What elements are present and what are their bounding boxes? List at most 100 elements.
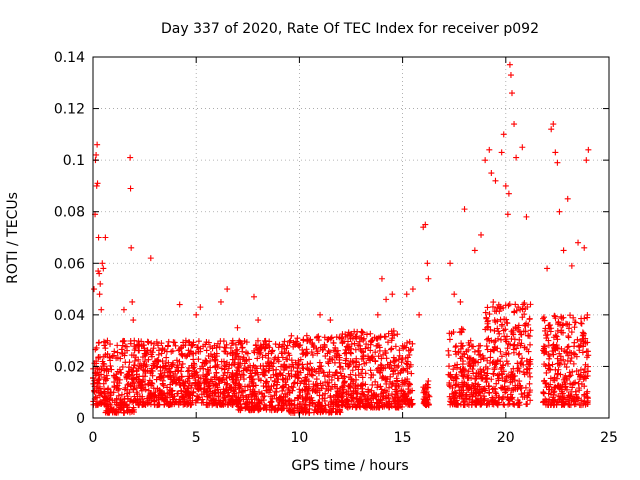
data-point — [287, 337, 294, 344]
data-point — [470, 370, 477, 377]
data-point — [483, 402, 490, 409]
y-tick-label: 0.12 — [54, 102, 85, 118]
data-point — [113, 408, 120, 415]
data-point — [96, 339, 103, 346]
data-point — [254, 347, 261, 354]
data-point — [496, 330, 503, 337]
data-point — [279, 376, 286, 383]
data-point — [305, 378, 312, 385]
data-point — [322, 408, 329, 415]
data-point — [313, 408, 320, 415]
data-point — [96, 392, 103, 399]
data-point — [484, 304, 491, 311]
data-point — [118, 391, 125, 398]
data-point — [179, 352, 186, 359]
data-point — [453, 381, 460, 388]
data-point — [333, 369, 340, 376]
data-point — [573, 368, 580, 375]
data-point — [368, 387, 375, 394]
data-point — [125, 380, 132, 387]
data-point — [570, 314, 577, 321]
data-point — [578, 320, 585, 327]
data-point — [552, 332, 559, 339]
data-point — [508, 90, 515, 97]
data-point — [579, 329, 586, 336]
data-point — [395, 362, 402, 369]
data-point — [382, 333, 389, 340]
data-point — [392, 343, 399, 350]
data-point — [486, 382, 493, 389]
y-tick-label: 0.08 — [54, 205, 85, 221]
data-point — [493, 380, 500, 387]
data-point — [514, 386, 521, 393]
data-point — [501, 383, 508, 390]
data-point — [382, 349, 389, 356]
data-point — [566, 321, 573, 328]
data-point — [184, 378, 191, 385]
data-point — [254, 355, 261, 362]
data-point — [120, 306, 127, 313]
data-point — [212, 357, 219, 364]
data-point — [547, 381, 554, 388]
data-point — [235, 359, 242, 366]
data-point — [515, 402, 522, 409]
data-point — [321, 344, 328, 351]
data-point — [555, 318, 562, 325]
data-point — [524, 369, 531, 376]
data-point — [348, 350, 354, 357]
data-point — [513, 154, 520, 161]
data-point — [178, 393, 185, 400]
data-point — [98, 306, 105, 313]
data-point — [573, 394, 580, 401]
data-point — [297, 369, 304, 376]
data-point — [167, 381, 174, 388]
data-point — [266, 338, 273, 345]
data-point — [275, 405, 282, 412]
data-point — [307, 360, 314, 367]
data-point — [469, 366, 476, 373]
data-point — [129, 298, 136, 305]
data-point — [471, 348, 478, 355]
data-point — [249, 377, 256, 384]
data-point — [140, 366, 147, 373]
data-point — [221, 366, 228, 373]
x-tick-label: 5 — [192, 430, 201, 446]
data-point — [297, 356, 304, 363]
data-point — [516, 336, 523, 343]
data-point — [374, 335, 381, 342]
data-point — [544, 265, 551, 272]
data-point — [190, 372, 197, 379]
data-point — [104, 337, 111, 344]
data-point — [120, 409, 127, 416]
data-point — [447, 398, 454, 405]
data-point — [335, 352, 342, 359]
data-point — [501, 378, 508, 385]
data-point — [301, 405, 308, 412]
data-point — [97, 399, 104, 406]
data-point — [500, 368, 507, 375]
data-point — [462, 395, 469, 402]
data-point — [331, 372, 338, 379]
data-point — [255, 317, 262, 324]
data-point — [545, 337, 552, 344]
data-point — [129, 372, 136, 379]
data-point — [93, 400, 100, 407]
data-point — [173, 357, 180, 364]
data-point — [159, 345, 166, 352]
data-point — [243, 404, 250, 411]
data-point — [541, 348, 548, 355]
data-point — [390, 354, 397, 361]
data-point — [214, 340, 221, 347]
data-point — [284, 342, 291, 349]
data-point — [345, 329, 352, 336]
data-point — [362, 345, 369, 352]
data-point — [167, 369, 174, 376]
data-point — [268, 407, 275, 414]
data-point — [403, 365, 410, 372]
data-point — [176, 398, 183, 405]
data-point — [480, 354, 487, 361]
data-point — [389, 332, 396, 339]
data-point — [107, 362, 114, 369]
data-point — [294, 335, 301, 342]
data-point — [424, 260, 431, 267]
